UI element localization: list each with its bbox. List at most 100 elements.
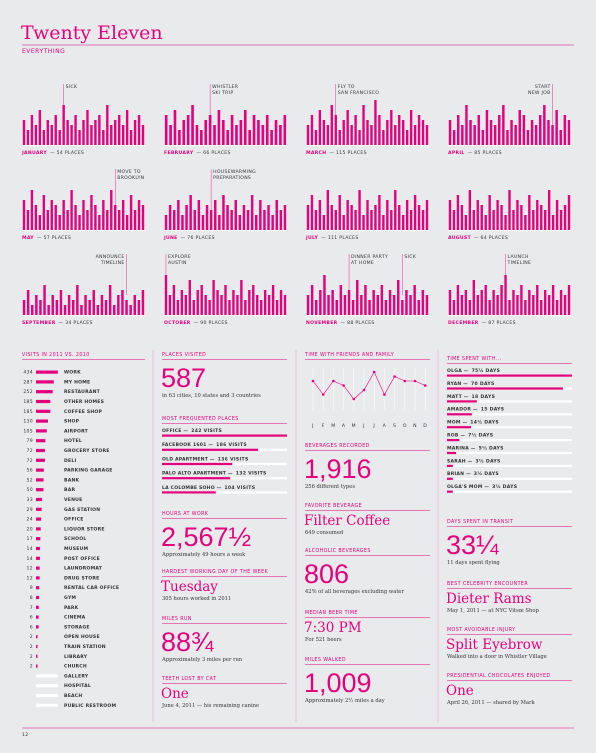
day-bar <box>306 295 310 315</box>
day-bar <box>168 205 172 230</box>
day-bar <box>378 115 381 145</box>
section-label: HARDEST WORKING DAY OF THE WEEK <box>162 569 269 575</box>
day-bar <box>555 300 559 315</box>
visit-count: 79 <box>27 438 33 444</box>
day-bar <box>214 200 217 230</box>
visit-place: GROCERY STORE <box>64 448 110 454</box>
visit-place: OTHER HOMES <box>64 399 104 405</box>
month-label: MARCH — 115 PLACES <box>306 150 367 156</box>
day-bar <box>173 110 177 145</box>
visit-bar <box>36 635 38 639</box>
visit-count: 130 <box>23 419 33 425</box>
list-name: FACEBOOK 1601 — <box>162 442 213 448</box>
list-bar <box>447 451 457 455</box>
day-bar <box>488 300 491 315</box>
visit-place: PARK <box>64 605 79 611</box>
day-bar <box>409 210 413 230</box>
list-value: 70 DAYS <box>471 381 495 387</box>
day-bar <box>354 210 357 230</box>
day-bar <box>51 295 54 315</box>
month-caption: — 76 PLACES <box>181 235 215 241</box>
day-bar <box>409 295 412 315</box>
list-name: OLGA — <box>447 368 469 374</box>
day-bar <box>516 295 519 315</box>
month-letter: S <box>393 423 396 429</box>
list-value: 186 VISITS <box>216 442 247 448</box>
day-bar <box>318 110 322 145</box>
day-bar <box>236 295 239 315</box>
friends-line <box>312 371 426 400</box>
list-item: MOM —14½ DAYS <box>447 419 499 426</box>
day-bar <box>137 200 141 230</box>
day-bar <box>54 115 57 145</box>
day-bar <box>230 115 234 145</box>
day-bar <box>409 110 413 145</box>
stat-value: Tuesday <box>161 579 218 595</box>
day-bar <box>314 130 318 145</box>
friends-dot <box>311 379 315 383</box>
day-bar <box>330 205 333 230</box>
friends-dot <box>403 379 407 383</box>
month-caption: — 85 PLACES <box>468 150 502 156</box>
list-value: 75½ DAYS <box>472 367 501 374</box>
day-bar <box>173 210 176 230</box>
list-track <box>162 491 287 494</box>
day-bar <box>397 280 400 315</box>
month-letter: J <box>311 423 314 429</box>
day-bar <box>417 300 420 315</box>
section-label: DAYS SPENT IN TRANSIT <box>447 519 513 525</box>
day-bar <box>559 290 563 315</box>
day-bar <box>59 290 63 315</box>
day-bar <box>279 125 282 145</box>
day-bar <box>66 210 69 230</box>
visit-bar <box>36 615 39 619</box>
visit-place: BANK <box>64 477 80 483</box>
list-item: MARINA —5½ DAYS <box>447 444 504 451</box>
day-bar <box>106 210 109 230</box>
month-label: FEBRUARY — 66 PLACES <box>164 150 231 156</box>
day-bar <box>244 300 247 315</box>
day-bar <box>492 210 495 230</box>
visit-place: LIBRARY <box>64 654 88 660</box>
day-bar <box>261 125 265 145</box>
day-bar <box>448 290 452 315</box>
day-bar <box>243 110 247 145</box>
list-value: 242 VISITS <box>191 428 222 434</box>
day-bar <box>314 210 318 230</box>
day-bar <box>34 125 38 145</box>
month-caption: — 64 PLACES <box>474 235 508 241</box>
day-bar <box>216 290 219 315</box>
day-bar <box>50 125 53 145</box>
day-bar <box>477 115 480 145</box>
day-bar <box>46 210 49 230</box>
month-letter: D <box>423 423 427 429</box>
day-bar <box>536 200 539 230</box>
day-bar <box>228 300 231 315</box>
friends-dot <box>332 379 335 383</box>
month-caption: — 115 PLACES <box>329 150 366 156</box>
day-bar <box>402 120 405 145</box>
list-name: PALO ALTO APARTMENT — <box>162 471 233 477</box>
day-bar <box>118 210 121 230</box>
stat-note: April 26, 2011 — shared by Mark <box>446 700 535 706</box>
day-bar <box>364 285 367 315</box>
section-label: TIME SPENT WITH... <box>446 356 501 362</box>
list-value: 14½ DAYS <box>470 419 499 426</box>
day-bar <box>74 205 77 230</box>
note: AUSTIN <box>168 260 187 266</box>
day-bar <box>201 215 205 230</box>
friends-dot <box>352 397 356 401</box>
stat-note: 42% of all beverages excluding water <box>305 589 404 595</box>
month-name: JANUARY <box>21 150 47 156</box>
day-bar <box>425 125 429 145</box>
day-bar <box>356 280 359 315</box>
note: HOUSEWARMING <box>213 169 256 175</box>
month-letter: A <box>383 423 387 429</box>
day-bar <box>208 115 212 145</box>
day-bar <box>398 115 401 145</box>
visit-bar <box>36 537 41 541</box>
day-bar <box>368 300 371 315</box>
day-bar <box>271 215 274 230</box>
visit-bar <box>36 527 41 531</box>
list-item: FACEBOOK 1601 —186 VISITS <box>162 442 247 448</box>
